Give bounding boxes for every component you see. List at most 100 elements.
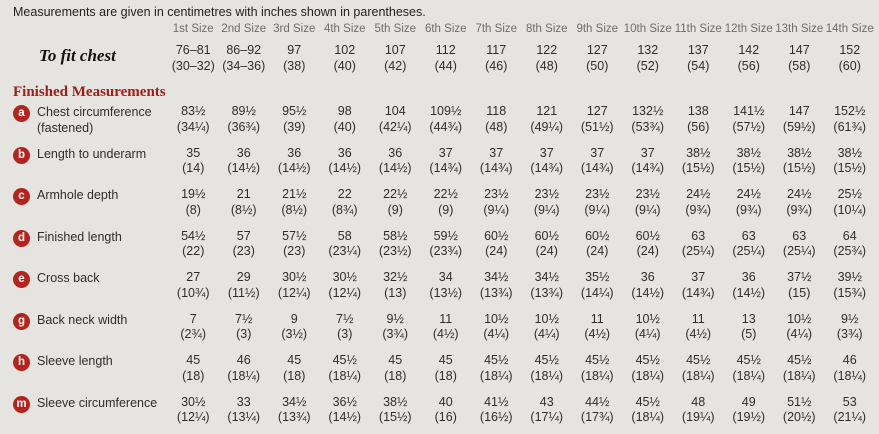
to-fit-chest-value-inches: (48)	[535, 58, 558, 73]
measurement-value-inches: (3¾)	[836, 327, 863, 341]
row-value-cells: 54½ (22) 57 (23) 57½ (23) 58 (23¼) 58½ (23½) 59½ (2…	[168, 229, 875, 260]
measurement-value-cm: 45	[438, 353, 453, 367]
measurement-value: 9 (3½)	[269, 312, 320, 343]
row-letter-badge: m	[13, 395, 30, 413]
measurement-value-inches: (10¼)	[833, 202, 867, 217]
measurement-value-cm: 51½	[787, 394, 812, 409]
measurement-value-cm: 38½	[787, 145, 812, 160]
measurement-value-cm: 21½	[282, 187, 307, 201]
measurement-value-cm: 45	[388, 353, 403, 367]
measurement-value-cm: 24½	[787, 187, 812, 201]
row-value-cells: 27 (10¾) 29 (11½) 30½ (12¼) 30½ (12¼) 32½ (13) 34(…	[168, 270, 875, 301]
measurement-value-inches: (15½)	[378, 410, 412, 424]
size-column-header: 11th Size	[674, 23, 722, 35]
measurement-value-inches: (25¼)	[782, 244, 816, 258]
measurement-value: 30½ (12¼)	[320, 270, 371, 301]
measurement-value-inches: (9¼)	[584, 202, 611, 217]
measurement-value-inches: (13½)	[429, 285, 463, 300]
measurement-value-cm: 11	[691, 311, 705, 326]
measurement-value-inches: (18¼)	[631, 410, 665, 424]
measurement-value-cm: 63	[691, 228, 706, 243]
to-fit-chest-value-cm: 147	[788, 43, 810, 57]
measurement-value: 89½ (36¾)	[219, 104, 270, 135]
measurement-value-cm: 58	[337, 228, 352, 243]
to-fit-chest-value: 127 (50)	[572, 43, 623, 74]
measurement-value-cm: 118	[486, 104, 507, 118]
measurement-value-cm: 141½	[733, 104, 765, 118]
to-fit-chest-value: 97 (38)	[269, 43, 320, 74]
measurement-value-inches: (13¼)	[227, 410, 261, 424]
measurement-value-cm: 10½	[635, 311, 660, 326]
measurement-value-inches: (59½)	[782, 119, 816, 134]
measurement-value: 147 (59½)	[774, 104, 825, 135]
measurement-value: 7 (2¾)	[168, 312, 219, 343]
measurement-value: 37½ (15)	[774, 270, 825, 301]
measurement-value-cm: 45	[186, 353, 201, 367]
measurement-row-h: h Sleeve length 45 (18) 46 (18¼) 45 (18) 45½ (18¼…	[0, 351, 875, 393]
measurement-value-cm: 46	[842, 353, 857, 367]
measurement-value-inches: (13¾)	[530, 285, 564, 300]
measurement-value: 63 (25¼)	[774, 229, 825, 260]
measurement-row-d: d Finished length 54½ (22) 57 (23) 57½ (23) 58 (2…	[0, 227, 875, 269]
measurement-value-inches: (9¾)	[685, 202, 712, 217]
measurement-value-inches: (18)	[182, 368, 205, 383]
measurement-value-inches: (8¾)	[331, 202, 358, 217]
measurement-value-cm: 83½	[181, 104, 206, 118]
measurement-value-inches: (24)	[636, 244, 659, 258]
measurement-value-inches: (4½)	[432, 327, 459, 341]
measurement-value: 22½ (9)	[370, 187, 421, 218]
measurement-value-inches: (13)	[384, 285, 407, 300]
measurement-value: 51½ (20½)	[774, 395, 825, 426]
measurement-value-inches: (21¼)	[833, 410, 867, 424]
measurement-value-inches: (18¼)	[782, 368, 816, 383]
measurement-value-cm: 11	[439, 311, 453, 326]
measurement-value: 7½ (3)	[219, 312, 270, 343]
row-label: Length to underarm	[37, 147, 146, 164]
measurement-value-inches: (40)	[333, 119, 356, 134]
measurement-value-inches: (9¼)	[533, 202, 560, 217]
measurement-value-inches: (14¾)	[479, 161, 513, 175]
to-fit-chest-value-cm: 132	[637, 43, 659, 57]
measurement-value-inches: (24)	[485, 244, 508, 258]
measurement-value-cm: 45½	[736, 353, 761, 367]
measurement-value: 37 (14¾)	[421, 146, 472, 177]
to-fit-chest-value-inches: (56)	[737, 58, 760, 73]
measurement-value: 54½ (22)	[168, 229, 219, 260]
measurement-value-cm: 60½	[484, 228, 509, 243]
measurement-value-cm: 10½	[534, 311, 559, 326]
measurement-rows: a Chest circumference (fastened) 83½ (34¼) 89…	[0, 102, 875, 434]
measurement-value-inches: (53¾)	[631, 119, 665, 134]
measurement-value-cm: 34	[438, 270, 453, 284]
measurement-value-inches: (18¼)	[833, 368, 867, 383]
measurement-value: 7½ (3)	[320, 312, 371, 343]
measurement-value: 38½ (15½)	[825, 146, 876, 177]
row-label-cell: d Finished length	[0, 229, 168, 247]
measurement-value: 23½ (9¼)	[572, 187, 623, 218]
measurement-value: 39½ (15¾)	[825, 270, 876, 301]
measurement-value-cm: 45½	[686, 353, 711, 367]
to-fit-chest-value-cm: 127	[586, 43, 608, 57]
measurement-value-inches: (3)	[236, 327, 252, 341]
row-label-text: Length to underarm	[37, 146, 147, 161]
measurement-value-inches: (23)	[232, 244, 255, 258]
measurement-value-inches: (19¼)	[681, 410, 715, 424]
measurement-value: 30½ (12¼)	[269, 270, 320, 301]
measurement-value-inches: (18¼)	[681, 368, 715, 383]
measurement-value: 10½ (4¼)	[471, 312, 522, 343]
measurement-value-inches: (18¼)	[530, 368, 564, 383]
measurement-value-cm: 9	[290, 311, 298, 326]
measurement-value-cm: 57½	[282, 228, 307, 243]
measurement-value-inches: (5)	[741, 327, 757, 341]
measurement-value-inches: (57½)	[732, 119, 766, 134]
to-fit-chest-value-cm: 142	[738, 43, 760, 57]
row-label: Chest circumference (fastened)	[37, 105, 152, 136]
measurement-value: 38½ (15½)	[774, 146, 825, 177]
measurement-value-cm: 22	[337, 187, 352, 201]
measurement-value-cm: 37½	[787, 270, 812, 284]
measurement-value-cm: 23½	[484, 187, 509, 201]
measurement-value-inches: (16)	[434, 410, 457, 424]
measurement-value-cm: 9½	[386, 311, 404, 326]
measurement-value: 138 (56)	[673, 104, 724, 135]
to-fit-chest-cells: 76–81 (30–32) 86–92 (34–36) 97 (38) 102 (40) 107…	[168, 43, 875, 74]
measurement-value-cm: 127	[586, 104, 608, 118]
